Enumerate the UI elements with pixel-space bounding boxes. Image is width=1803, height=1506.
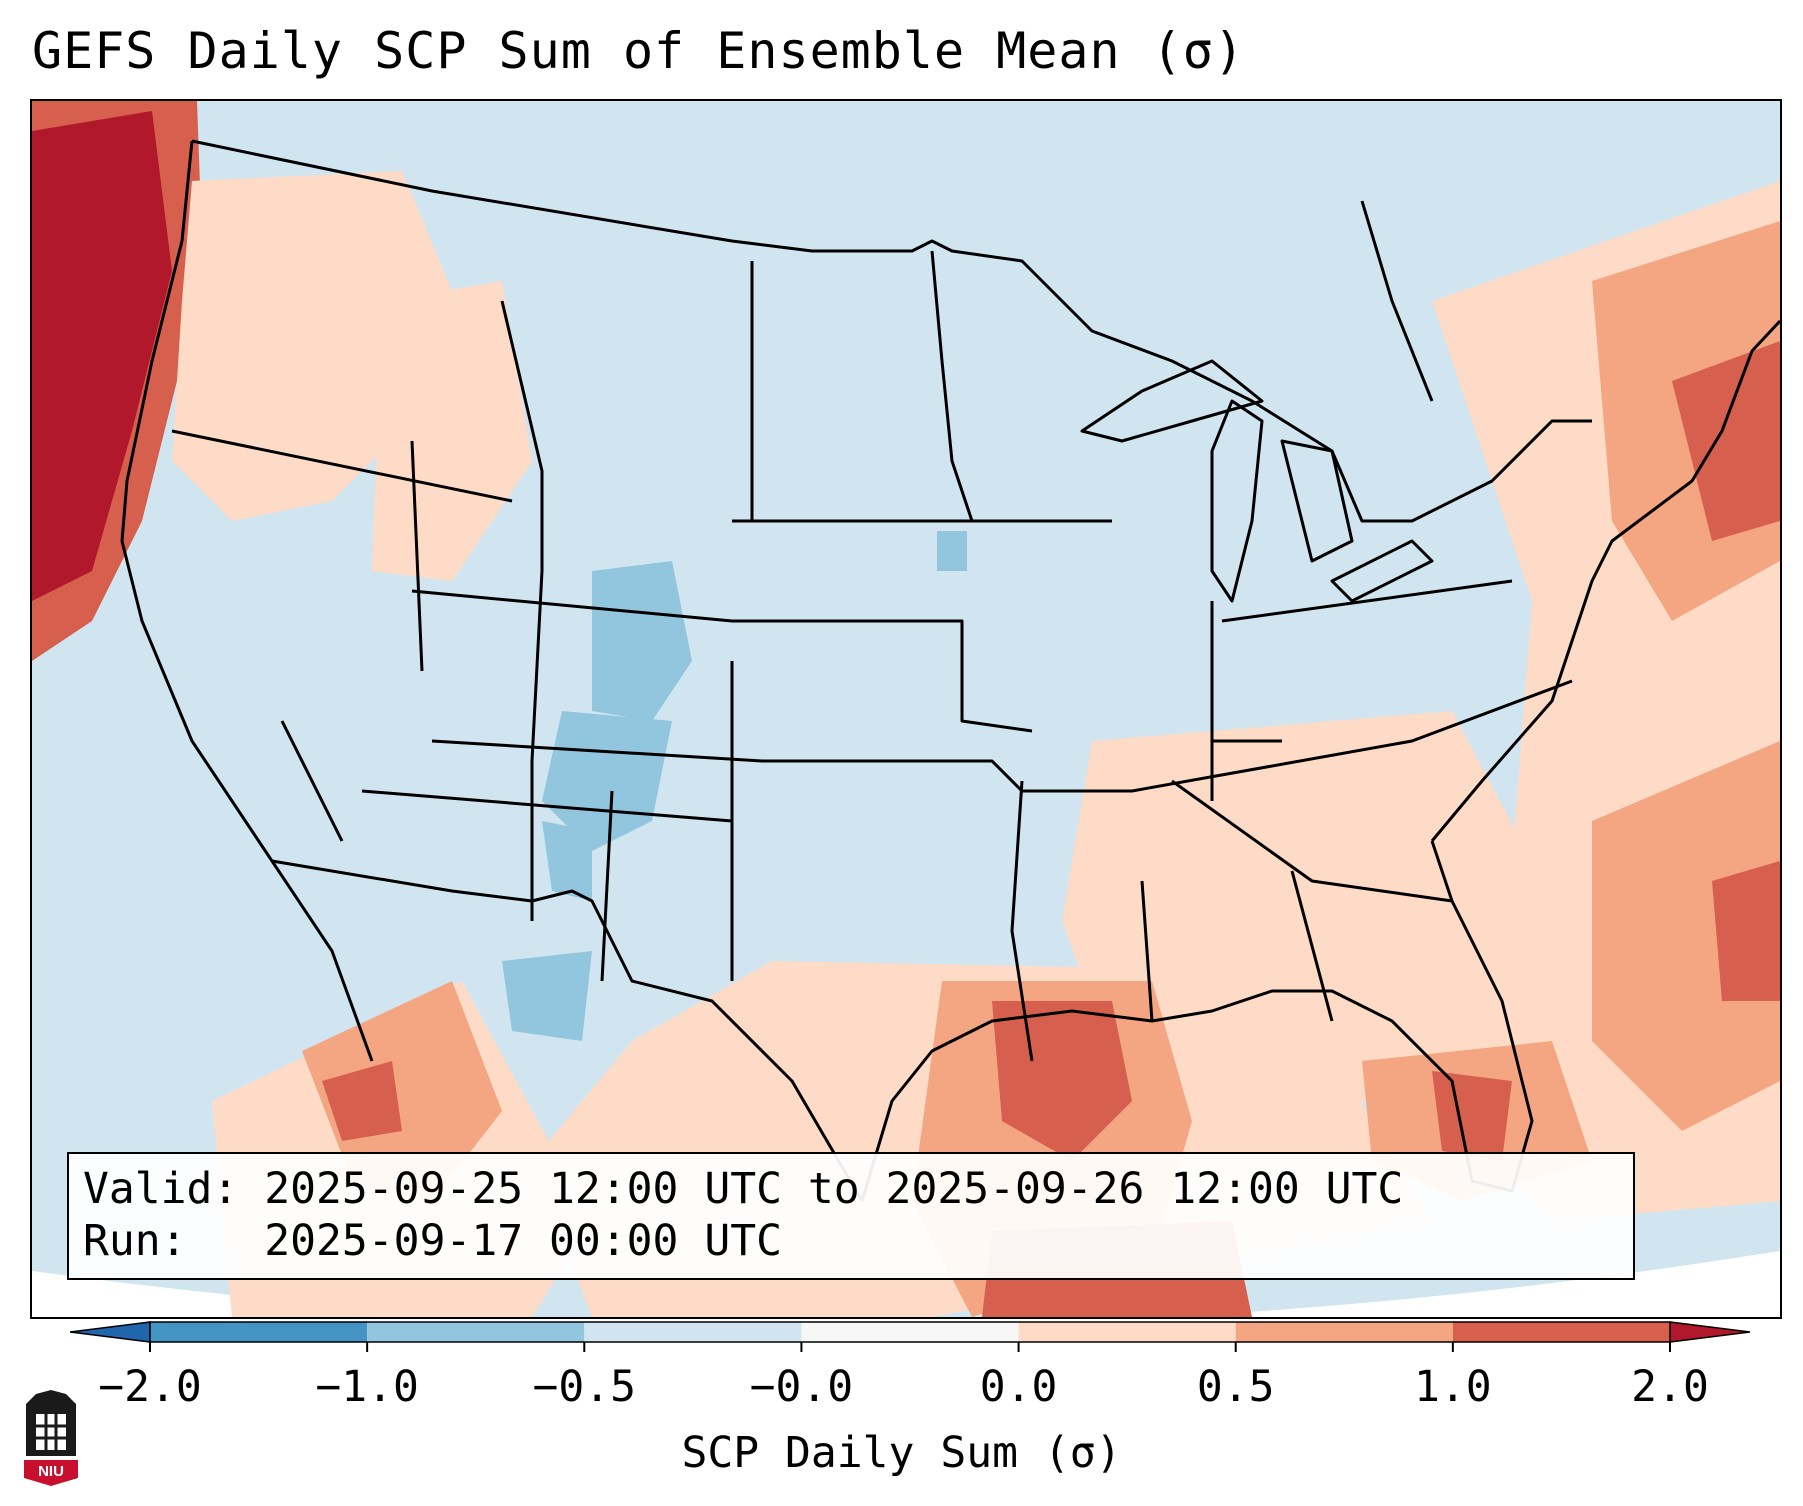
colorbar-extend-low [70, 1321, 151, 1343]
state-line-i [930, 250, 974, 522]
state-line-o [410, 440, 424, 672]
colorbar-segment [367, 1322, 585, 1342]
east-coast [1430, 319, 1780, 842]
page-title: GEFS Daily SCP Sum of Ensemble Mean (σ) [32, 22, 1245, 80]
colorbar-label: SCP Daily Sum (σ) [681, 1428, 1122, 1478]
state-line-k [1140, 880, 1154, 1022]
gulf-coast [860, 840, 1534, 1202]
pacific-northwest-max [32, 111, 172, 601]
atlantic-northeast-high [1672, 341, 1780, 541]
state-line-j [1010, 780, 1034, 1062]
new-mexico-negative [542, 711, 672, 851]
mexico-border [271, 859, 864, 1202]
colorbar-extend-high [1669, 1321, 1750, 1343]
valid-value: 2025-09-25 12:00 UTC to 2025-09-26 12:00… [264, 1164, 1404, 1214]
map-panel [30, 99, 1782, 1319]
run-label: Run: [83, 1216, 187, 1266]
lake-superior [1080, 359, 1264, 443]
west-coast [120, 140, 374, 1062]
colorbar-segment [1452, 1322, 1670, 1342]
southwest-negative [542, 821, 592, 901]
state-line-s [1171, 779, 1453, 903]
colorbar-tick-label: 0.0 [979, 1362, 1058, 1412]
state-line-e [361, 789, 733, 823]
lake-erie [1330, 539, 1434, 603]
colorbar-tick-label: 1.0 [1414, 1362, 1492, 1412]
valid-run-info-box: Valid: 2025-09-25 12:00 UTC to 2025-09-2… [67, 1152, 1635, 1280]
colorbar-segment [584, 1322, 802, 1342]
state-line-q [600, 790, 614, 982]
atlantic-southeast-high [1712, 861, 1780, 1001]
florida-high [1432, 1071, 1512, 1161]
colorbar-tick-label: −0.0 [749, 1362, 854, 1412]
gulf-high [992, 1001, 1132, 1161]
colorbar-tick-label: 0.5 [1196, 1362, 1275, 1412]
lake-michigan [1210, 399, 1264, 603]
negative-anomaly-regions [502, 531, 967, 1041]
run-line: Run: 2025-09-17 00:00 UTC [83, 1216, 782, 1266]
niu-building-icon: NIU [24, 1390, 78, 1486]
state-line-p [530, 570, 544, 921]
state-line-a [171, 429, 513, 503]
lake-huron [1280, 439, 1354, 563]
valid-line: Valid: 2025-09-25 12:00 UTC to 2025-09-2… [83, 1164, 1403, 1214]
colorbar-segment [1235, 1322, 1453, 1342]
mexico-high [322, 1061, 402, 1141]
globe-edge [32, 1251, 1780, 1317]
colorbar-segment [1018, 1322, 1236, 1342]
state-line-b [411, 589, 1033, 733]
colorbar [70, 1321, 1750, 1352]
valid-label: Valid: [83, 1164, 239, 1214]
run-value: 2025-09-17 00:00 UTC [264, 1216, 782, 1266]
colorado-negative [592, 561, 692, 721]
mexico-moderate [302, 981, 502, 1201]
scp-map [32, 101, 1780, 1317]
logo-text: NIU [38, 1463, 64, 1480]
iowa-negative [937, 531, 967, 571]
colorbar-tick-label: −1.0 [315, 1362, 419, 1412]
colorbar-tick-label: −0.5 [532, 1362, 637, 1412]
chihuahua-negative [502, 951, 592, 1041]
state-line-d [280, 720, 344, 842]
colorbar-segment [150, 1322, 368, 1342]
colorbar-tick-label: −2.0 [98, 1362, 202, 1412]
canada-us-border [191, 139, 1592, 523]
hudson-bay-outline [1360, 200, 1434, 402]
atlantic-east-moderate [1592, 741, 1780, 1131]
great-basin-light [372, 281, 532, 581]
boundary-lines [120, 139, 1780, 1202]
state-line-l [1290, 870, 1334, 1022]
state-line-g [500, 300, 544, 571]
state-line-t [1221, 579, 1513, 623]
colorbar-segment [801, 1322, 1019, 1342]
colorbar-outline [149, 1321, 1671, 1343]
colorbar-tick-label: 2.0 [1631, 1362, 1709, 1412]
